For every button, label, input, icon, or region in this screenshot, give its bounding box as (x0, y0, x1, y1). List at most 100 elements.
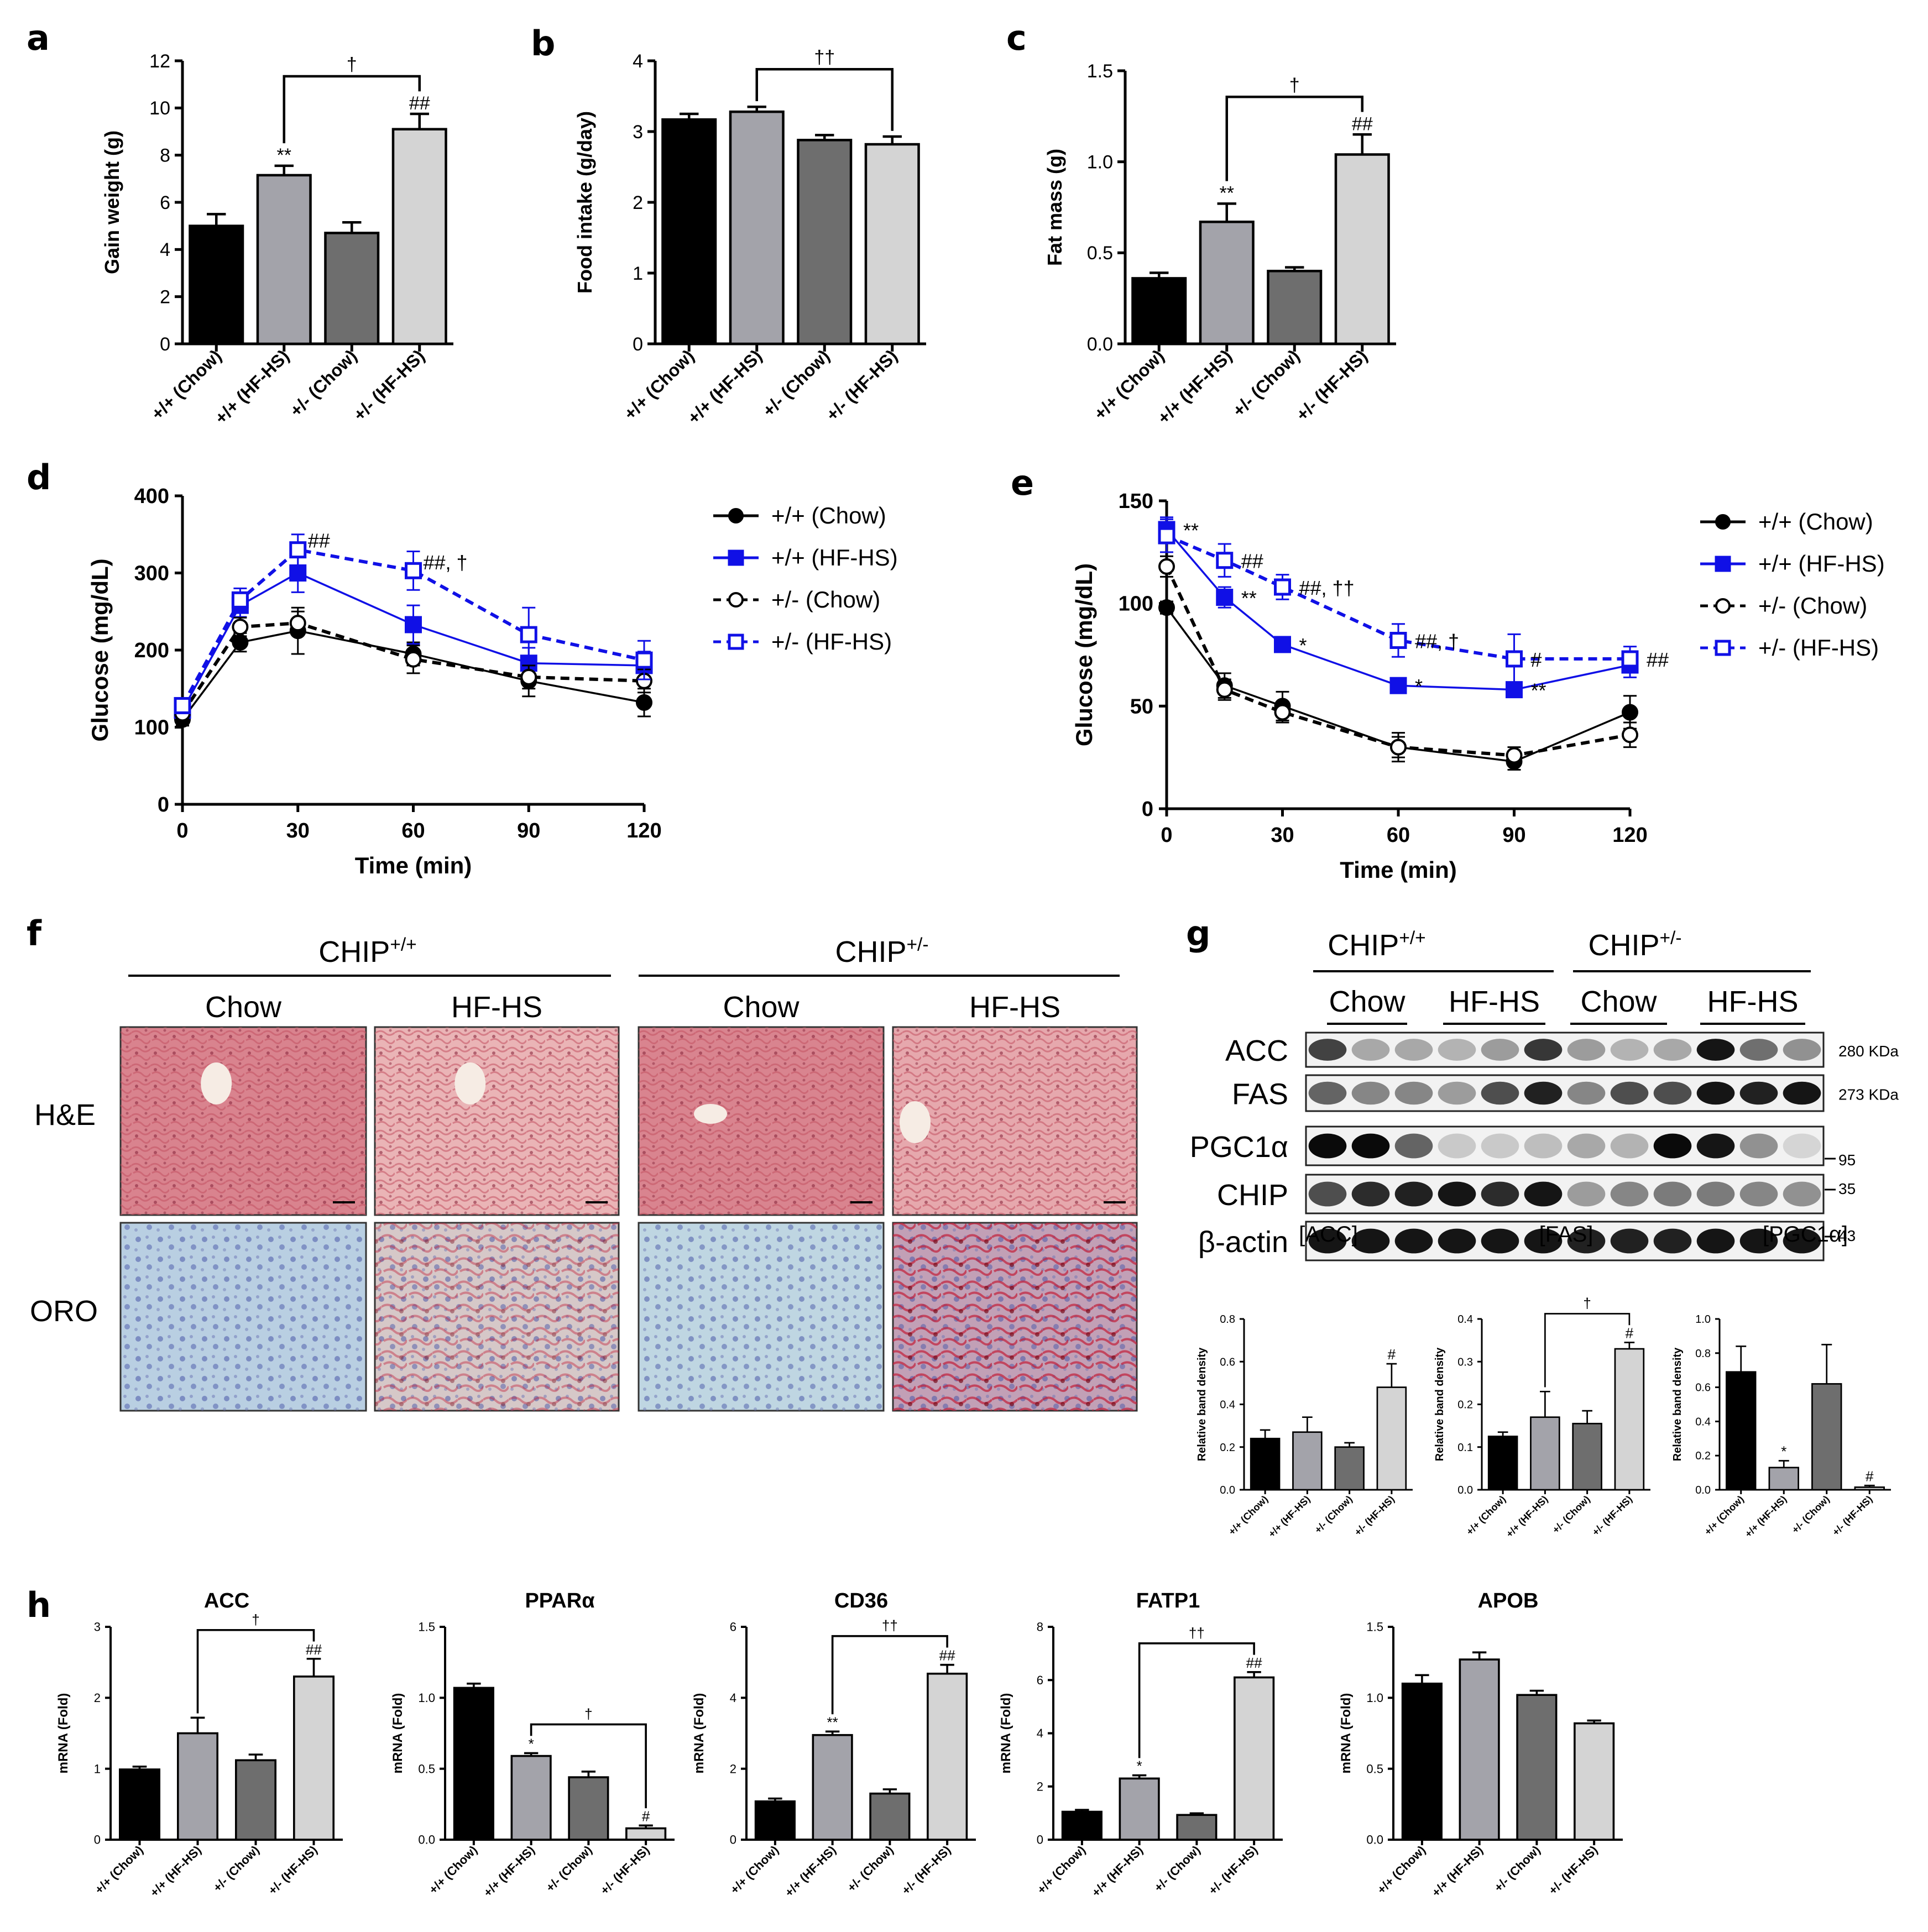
error-bar (1344, 1442, 1355, 1447)
y-tick-label: 0.4 (1457, 1313, 1473, 1326)
error-bar (768, 1797, 782, 1802)
blot-band (1524, 1081, 1563, 1105)
bar-chart-g-acc: 0.0 0.2 0.4 0.6 0.8 Relative band density [ACC… (1196, 1222, 1413, 1540)
blot-band (1783, 1228, 1821, 1254)
blot-band (1438, 1133, 1476, 1159)
y-tick-label: 0.8 (1220, 1313, 1235, 1326)
bar (1176, 1814, 1218, 1841)
legend-marker (728, 592, 744, 608)
data-point (1621, 650, 1639, 668)
blot-band (1524, 1181, 1563, 1207)
chart-title: PPARα (525, 1589, 594, 1612)
y-tick-label: 400 (134, 485, 169, 508)
blot-band (1351, 1081, 1390, 1105)
x-tick-label: +/- (Chow) (1151, 1843, 1203, 1894)
x-tick-label: +/- (Chow) (1313, 1494, 1355, 1536)
data-point (289, 615, 306, 632)
x-tick-label: +/- (Chow) (1229, 345, 1303, 420)
y-tick-label: 2 (1037, 1779, 1043, 1793)
x-tick-label: +/+ (HF-HS) (480, 1843, 537, 1899)
x-tick-label: +/- (Chow) (210, 1843, 262, 1894)
x-tick-label: +/+ (HF-HS) (782, 1843, 838, 1899)
significance-mark: * (529, 1735, 534, 1752)
significance-mark: # (1388, 1346, 1396, 1363)
significance-mark: # (1531, 648, 1542, 671)
blot-band (1308, 1181, 1347, 1207)
diet-header: Chow (1329, 985, 1405, 1018)
genotype-header: CHIP+/+ (318, 934, 416, 968)
bracket-label: † (252, 1611, 259, 1628)
y-tick-label: 2 (633, 192, 643, 213)
y-tick-label: 4 (1037, 1726, 1043, 1740)
comparison-bracket (530, 1723, 647, 1809)
bar (1292, 1431, 1323, 1491)
y-tick-label: 0 (158, 793, 169, 816)
bar-chart-h-fatp1: 0 2 4 6 8 mRNA (Fold) FATP1 +/+ (Chow) +/+ (HF-H… (999, 1589, 1283, 1899)
diet-header: Chow (1580, 985, 1657, 1018)
y-tick-label: 0.0 (1366, 1833, 1383, 1847)
y-tick-label: 0.1 (1457, 1442, 1473, 1454)
error-bar (882, 135, 902, 145)
blot-band (1524, 1133, 1563, 1159)
blot-band (1696, 1133, 1735, 1159)
oro-image-texture (639, 1223, 884, 1411)
significance-mark: * (1299, 634, 1307, 657)
blot-band (1783, 1039, 1821, 1061)
blot-strip (1305, 1125, 1825, 1166)
he-image-texture (375, 1027, 619, 1215)
bar (568, 1776, 609, 1841)
oro-image-texture (121, 1223, 366, 1411)
y-tick-label: 0 (730, 1833, 736, 1847)
y-axis-label: mRNA (Fold) (390, 1693, 405, 1774)
panel-letter-d: d (27, 457, 51, 498)
y-tick-label: 50 (1130, 695, 1153, 718)
he-image-texture (121, 1027, 366, 1215)
oro-lipid-stain (893, 1223, 1137, 1411)
mw-marker: 280 KDa (1838, 1043, 1899, 1060)
data-point (1622, 704, 1638, 721)
y-tick-label: 0.2 (1695, 1450, 1711, 1462)
he-image-texture (639, 1027, 884, 1215)
chart-title: CD36 (834, 1589, 888, 1612)
y-tick-label: 0.2 (1457, 1399, 1473, 1411)
bar (1768, 1467, 1799, 1491)
x-tick-label: 0 (176, 819, 188, 842)
panel-letter-c: c (1006, 18, 1027, 58)
y-tick-label: 0.6 (1220, 1356, 1235, 1368)
significance-mark: ## (306, 1641, 322, 1658)
y-tick-label: 1 (633, 263, 643, 284)
oro-lipid-stain (375, 1223, 619, 1411)
blot-band (1653, 1039, 1692, 1061)
error-bar (1821, 1344, 1832, 1384)
blot-band (1481, 1228, 1519, 1254)
comparison-bracket (196, 1629, 315, 1714)
x-tick-label: 30 (286, 819, 310, 842)
bar (1234, 1676, 1275, 1841)
x-tick-label: 90 (517, 819, 540, 842)
chart-title: [PGC1α] (1763, 1222, 1848, 1247)
y-tick-label: 6 (1037, 1673, 1043, 1687)
bar (1401, 1682, 1443, 1841)
y-tick-label: 4 (633, 51, 643, 72)
y-tick-label: 0.0 (418, 1833, 435, 1847)
bar (1334, 153, 1390, 345)
y-tick-label: 1.0 (418, 1691, 435, 1705)
blot-strip (1305, 1032, 1825, 1068)
panel-letter-b: b (531, 23, 555, 64)
error-bar (1587, 1719, 1601, 1724)
blot-band (1438, 1039, 1476, 1061)
bar (391, 128, 447, 345)
legend-label: +/+ (HF-HS) (771, 544, 898, 570)
y-tick-label: 0.5 (1366, 1762, 1383, 1776)
comparison-bracket (283, 75, 421, 144)
x-axis-label: Time (min) (1340, 857, 1457, 883)
bar (256, 174, 312, 345)
series-line (1166, 534, 1630, 661)
blot-band (1394, 1228, 1433, 1254)
bar (1061, 1810, 1103, 1841)
y-tick-label: 3 (633, 122, 643, 143)
x-tick-label: +/- (HF-HS) (265, 1843, 320, 1897)
significance-mark: * (1137, 1758, 1142, 1774)
blot-label: β-actin (1198, 1226, 1288, 1259)
